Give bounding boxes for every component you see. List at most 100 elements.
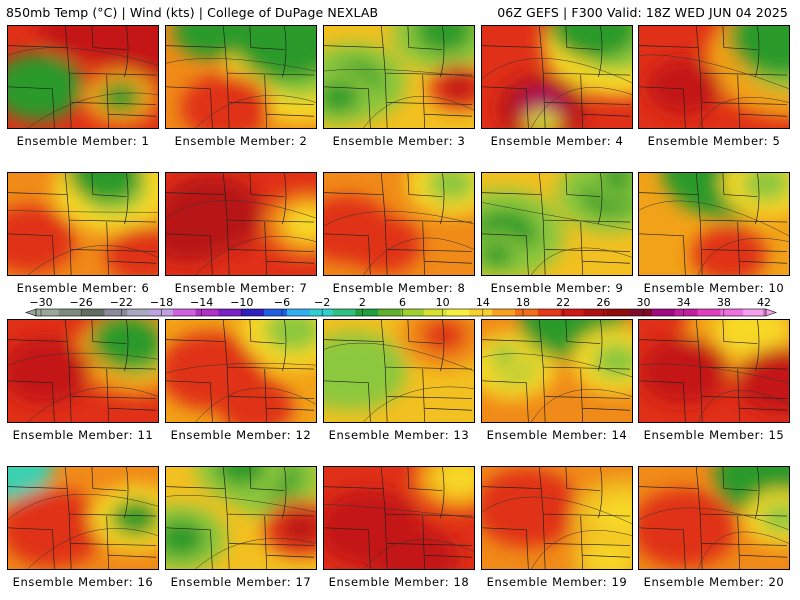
state-borders xyxy=(166,467,316,569)
ensemble-member-label: Ensemble Member: 3 xyxy=(332,134,466,148)
colorbar-swatch xyxy=(515,309,539,316)
ensemble-member-label: Ensemble Member: 17 xyxy=(170,575,312,589)
ensemble-member-label: Ensemble Member: 19 xyxy=(486,575,628,589)
state-borders xyxy=(166,320,316,422)
colorbar-swatch xyxy=(674,309,698,316)
ensemble-member-label: Ensemble Member: 14 xyxy=(486,428,628,442)
colorbar-swatch xyxy=(355,309,379,316)
state-borders xyxy=(8,26,158,128)
colorbar-tick-label: −30 xyxy=(29,296,52,309)
colorbar-swatch xyxy=(743,309,767,316)
state-borders xyxy=(482,26,632,128)
header-run-info: 06Z GEFS | F300 Valid: 18Z WED JUN 04 20… xyxy=(497,5,788,20)
state-borders xyxy=(482,173,632,275)
colorbar-tick-label: −2 xyxy=(314,296,330,309)
colorbar-swatch xyxy=(127,309,151,316)
colorbar-tick-label: −18 xyxy=(150,296,173,309)
ensemble-member-label: Ensemble Member: 2 xyxy=(174,134,308,148)
colorbar-tick-label: −10 xyxy=(230,296,253,309)
state-borders xyxy=(8,173,158,275)
colorbar-swatch xyxy=(218,309,242,316)
colorbar-swatch xyxy=(606,309,630,316)
colorbar-tick-label: 18 xyxy=(516,296,530,309)
ensemble-map-panel xyxy=(323,466,475,570)
ensemble-member-label: Ensemble Member: 18 xyxy=(328,575,470,589)
colorbar-tick-label: 30 xyxy=(637,296,651,309)
colorbar-tick-label: 10 xyxy=(436,296,450,309)
colorbar-swatch xyxy=(560,309,584,316)
ensemble-member-label: Ensemble Member: 8 xyxy=(332,281,466,295)
colorbar-swatch xyxy=(172,309,196,316)
colorbar-tick-label: −26 xyxy=(70,296,93,309)
colorbar-swatch xyxy=(36,309,60,316)
ensemble-member-label: Ensemble Member: 7 xyxy=(174,281,308,295)
colorbar-tick-label: 34 xyxy=(677,296,691,309)
ensemble-map-panel xyxy=(7,319,159,423)
colorbar-tick-label: 42 xyxy=(757,296,771,309)
ensemble-map-panel xyxy=(7,25,159,129)
colorbar-tick-label: −22 xyxy=(110,296,133,309)
colorbar-swatch xyxy=(423,309,447,316)
colorbar-tick-label: 14 xyxy=(476,296,490,309)
state-borders xyxy=(324,467,474,569)
colorbar-swatch xyxy=(583,309,607,316)
ensemble-map-panel xyxy=(165,319,317,423)
state-borders xyxy=(324,26,474,128)
colorbar-tick-label: 22 xyxy=(556,296,570,309)
ensemble-map-panel xyxy=(165,25,317,129)
ensemble-map-panel xyxy=(165,466,317,570)
state-borders xyxy=(482,467,632,569)
ensemble-member-label: Ensemble Member: 4 xyxy=(490,134,624,148)
ensemble-map-panel xyxy=(481,25,633,129)
ensemble-member-label: Ensemble Member: 20 xyxy=(643,575,785,589)
colorbar-swatch xyxy=(104,309,128,316)
colorbar-swatch xyxy=(446,309,470,316)
colorbar-swatch xyxy=(309,309,333,316)
state-borders xyxy=(166,173,316,275)
ensemble-member-label: Ensemble Member: 16 xyxy=(12,575,154,589)
ensemble-member-label: Ensemble Member: 11 xyxy=(12,428,154,442)
state-borders xyxy=(166,26,316,128)
ensemble-member-label: Ensemble Member: 5 xyxy=(647,134,781,148)
colorbar-swatch xyxy=(629,309,653,316)
colorbar-tick-label: 6 xyxy=(399,296,406,309)
state-borders xyxy=(482,320,632,422)
colorbar-swatch xyxy=(697,309,721,316)
colorbar-swatch xyxy=(537,309,561,316)
colorbar-swatch xyxy=(286,309,311,316)
colorbar-swatch xyxy=(264,309,288,316)
ensemble-map-panel xyxy=(481,466,633,570)
temperature-colorbar: −30 −26 −22 −18 −14 −10 −6 −2 2 6 10 14 18 22 26 30 34 38… xyxy=(25,296,777,317)
ensemble-map-panel xyxy=(481,319,633,423)
ensemble-map-panel xyxy=(323,172,475,276)
ensemble-map-panel xyxy=(7,466,159,570)
ensemble-map-panel xyxy=(7,172,159,276)
colorbar-tick-label: 2 xyxy=(359,296,366,309)
colorbar-tick-label: 38 xyxy=(717,296,731,309)
colorbar-swatch xyxy=(469,309,493,316)
ensemble-map-panel xyxy=(323,319,475,423)
ensemble-map-panel xyxy=(481,172,633,276)
ensemble-member-label: Ensemble Member: 13 xyxy=(328,428,470,442)
ensemble-member-label: Ensemble Member: 6 xyxy=(16,281,150,295)
colorbar-tick-label: −6 xyxy=(274,296,290,309)
colorbar-min-arrow xyxy=(25,308,37,317)
state-borders xyxy=(324,320,474,422)
colorbar-swatch xyxy=(332,309,356,316)
ensemble-map-panel xyxy=(638,172,790,276)
ensemble-member-label: Ensemble Member: 12 xyxy=(170,428,312,442)
state-borders xyxy=(639,320,789,422)
colorbar-swatch xyxy=(195,309,219,316)
state-borders xyxy=(639,26,789,128)
ensemble-member-label: Ensemble Member: 15 xyxy=(643,428,785,442)
colorbar-swatch xyxy=(81,309,105,316)
state-borders xyxy=(8,320,158,422)
ensemble-member-label: Ensemble Member: 9 xyxy=(490,281,624,295)
colorbar-max-arrow xyxy=(765,308,777,317)
colorbar-swatch xyxy=(58,309,82,316)
ensemble-member-label: Ensemble Member: 10 xyxy=(643,281,785,295)
colorbar-tick-label: 26 xyxy=(596,296,610,309)
colorbar-tick-label: −14 xyxy=(190,296,213,309)
ensemble-map-panel xyxy=(638,25,790,129)
colorbar-swatch xyxy=(720,309,744,316)
